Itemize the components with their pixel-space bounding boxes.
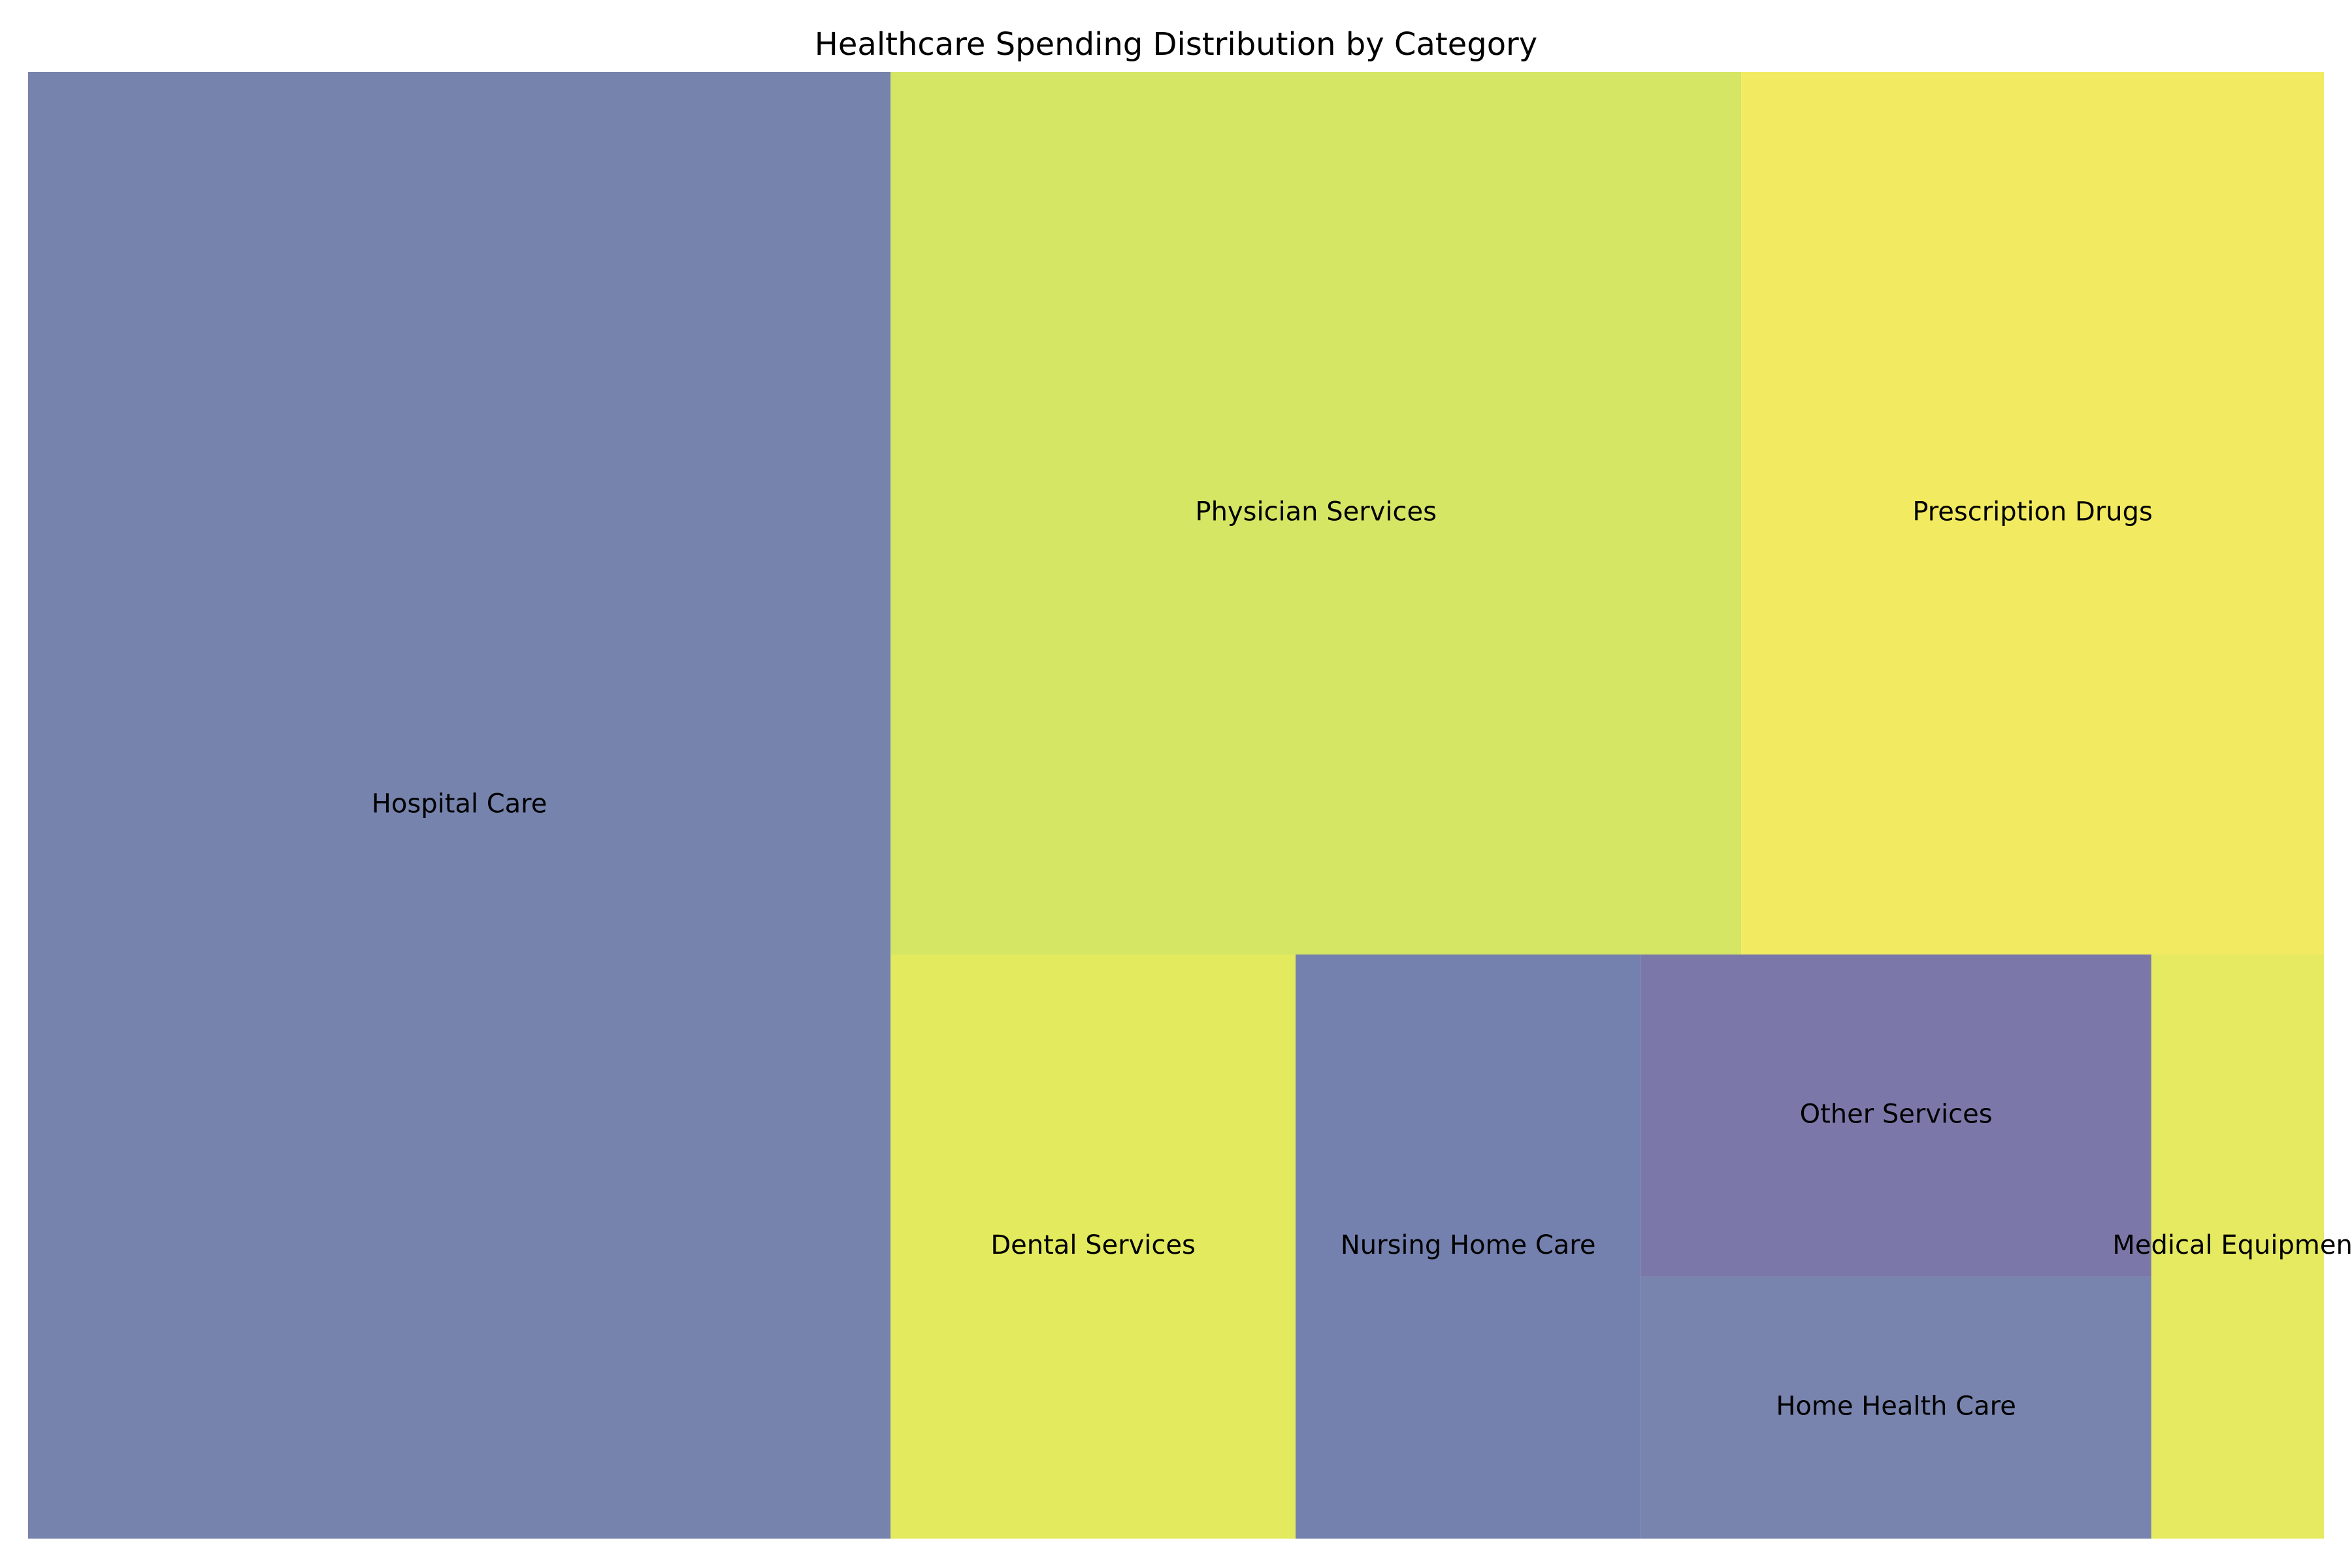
tile-label-other-services: Other Services xyxy=(1800,1100,1993,1130)
tile-medical-equipment xyxy=(2151,954,2324,1539)
tile-home-health-care xyxy=(1641,1277,2151,1539)
tile-label-home-health-care: Home Health Care xyxy=(1776,1392,2016,1422)
tile-label-medical-equipment: Medical Equipment xyxy=(2112,1230,2352,1260)
tile-nursing-home-care xyxy=(1296,954,1641,1539)
tile-label-physician-services: Physician Services xyxy=(1195,497,1436,527)
tile-label-dental-services: Dental Services xyxy=(990,1230,1195,1260)
tile-dental-services xyxy=(890,954,1296,1539)
tile-hospital-care xyxy=(28,72,891,1539)
tile-prescription-drugs xyxy=(1741,72,2324,955)
tile-other-services xyxy=(1641,954,2151,1277)
tile-label-hospital-care: Hospital Care xyxy=(372,789,547,819)
treemap-tiles: Hospital Care Physician Services Prescript… xyxy=(28,72,2352,1539)
tile-label-prescription-drugs: Prescription Drugs xyxy=(1912,497,2153,527)
tile-label-nursing-home-care: Nursing Home Care xyxy=(1341,1230,1596,1260)
chart-title: Healthcare Spending Distribution by Cate… xyxy=(814,26,1538,63)
tile-physician-services xyxy=(890,72,1742,955)
